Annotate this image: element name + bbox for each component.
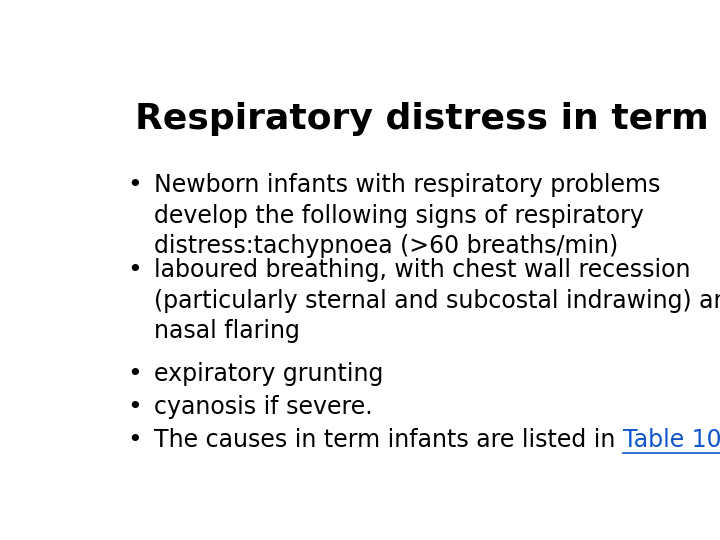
- Text: •: •: [127, 258, 142, 282]
- Text: laboured breathing, with chest wall recession
(particularly sternal and subcosta: laboured breathing, with chest wall rece…: [154, 258, 720, 343]
- Text: cyanosis if severe.: cyanosis if severe.: [154, 395, 373, 420]
- Text: The causes in term infants are listed in: The causes in term infants are listed in: [154, 428, 623, 452]
- Text: Respiratory distress in term infants: Respiratory distress in term infants: [135, 102, 720, 136]
- Text: •: •: [127, 395, 142, 420]
- Text: •: •: [127, 428, 142, 452]
- Text: expiratory grunting: expiratory grunting: [154, 362, 384, 386]
- Text: •: •: [127, 362, 142, 386]
- Text: •: •: [127, 173, 142, 197]
- Text: Table 10.3: Table 10.3: [623, 428, 720, 452]
- Text: Newborn infants with respiratory problems
develop the following signs of respira: Newborn infants with respiratory problem…: [154, 173, 660, 258]
